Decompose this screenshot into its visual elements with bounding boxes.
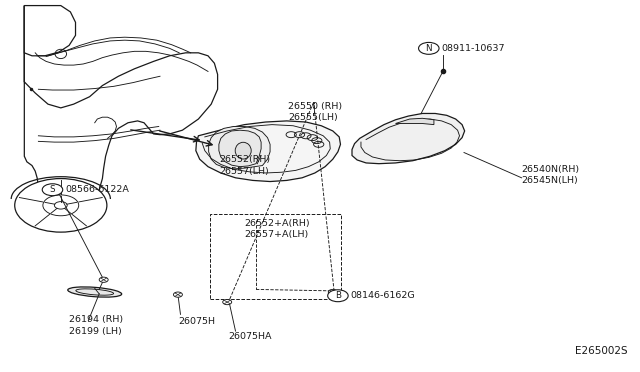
Text: S: S [50,185,55,194]
Ellipse shape [236,142,252,159]
Polygon shape [24,6,218,210]
Circle shape [173,292,182,297]
Circle shape [328,289,337,295]
Text: 26075HA: 26075HA [228,332,271,341]
Polygon shape [196,121,340,182]
Polygon shape [24,6,76,56]
Circle shape [328,290,348,302]
Text: 26550 (RH)
26555(LH): 26550 (RH) 26555(LH) [288,102,342,122]
Text: 26075H: 26075H [178,317,215,326]
Text: 26552+A(RH)
26557+A(LH): 26552+A(RH) 26557+A(LH) [244,219,310,239]
Polygon shape [396,118,434,125]
Text: 26552(RH)
26557(LH): 26552(RH) 26557(LH) [219,155,270,176]
Bar [210,214,341,299]
Text: 08911-10637: 08911-10637 [442,44,505,53]
Polygon shape [219,130,261,167]
Polygon shape [352,113,465,164]
Circle shape [223,299,232,305]
Circle shape [42,184,63,196]
Text: N: N [426,44,432,53]
Circle shape [99,277,108,282]
Text: 08566-6122A: 08566-6122A [65,185,129,194]
Circle shape [419,42,439,54]
Text: 26540N(RH)
26545N(LH): 26540N(RH) 26545N(LH) [522,165,580,185]
Text: 08146-6162G: 08146-6162G [351,291,415,300]
Circle shape [15,179,107,232]
Polygon shape [209,126,270,169]
Ellipse shape [68,287,122,297]
Text: 26194 (RH)
26199 (LH): 26194 (RH) 26199 (LH) [69,315,124,336]
Text: E265002S: E265002S [575,346,627,356]
Circle shape [54,202,67,209]
Text: B: B [335,291,341,300]
